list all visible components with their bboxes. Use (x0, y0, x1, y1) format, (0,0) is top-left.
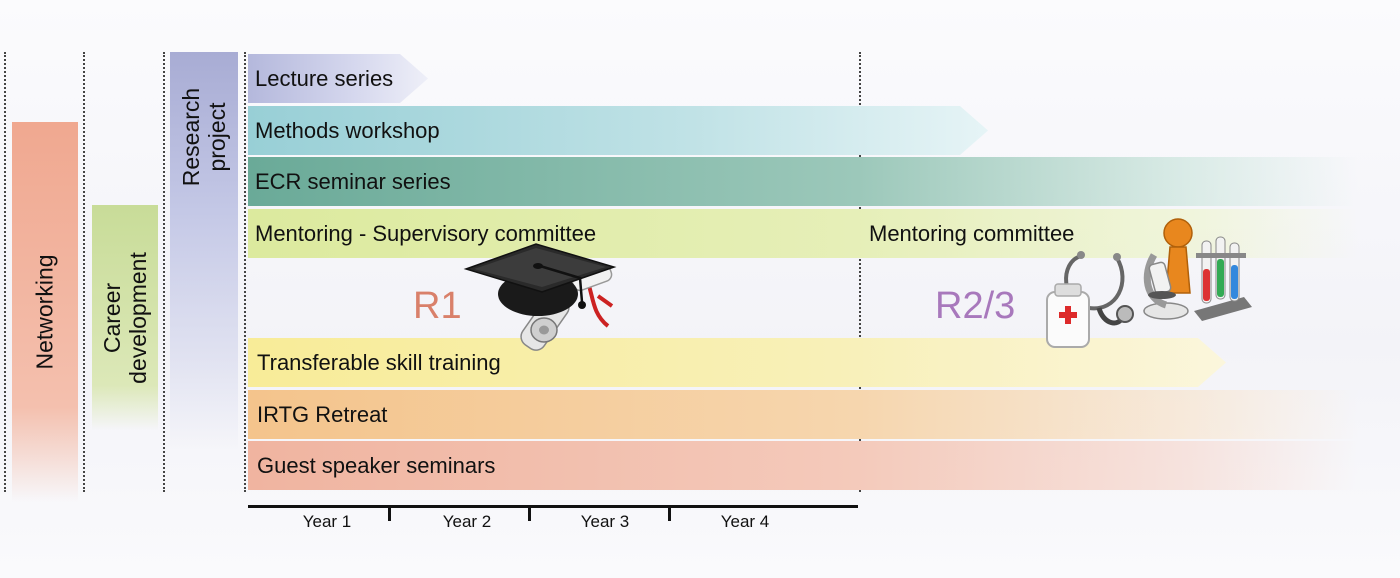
medicine-bottle-icon (1046, 283, 1090, 348)
career-label-line1: Career (99, 282, 126, 353)
ecr-seminar-band: ECR seminar series (248, 157, 1358, 206)
research-project-label: Research project (178, 88, 230, 186)
test-tubes-icon (1194, 236, 1252, 321)
separator-line (83, 52, 85, 492)
graduation-cap-icon (463, 243, 617, 351)
research-project-column: Research project (170, 52, 238, 452)
year-4-label: Year 4 (720, 512, 770, 531)
lecture-series-label: Lecture series (255, 65, 394, 91)
guest-speaker-band: Guest speaker seminars (248, 441, 1358, 490)
research-label-line2: project (204, 102, 230, 172)
timeline-tick (668, 505, 671, 521)
supervisory-committee-label: Mentoring - Supervisory committee (255, 220, 597, 246)
year-1-label: Year 1 (302, 512, 352, 531)
ecr-seminar-label: ECR seminar series (255, 168, 451, 194)
career-development-label: Career development (99, 252, 151, 384)
phase-r23-label: R2/3 (935, 285, 1016, 327)
year-2-label: Year 2 (442, 512, 492, 531)
timeline-tick (528, 505, 531, 521)
research-label-line1: Research (178, 87, 204, 187)
methods-workshop-band: Methods workshop (248, 106, 988, 155)
timeline-tick (388, 505, 391, 521)
irtg-retreat-band: IRTG Retreat (248, 390, 1358, 439)
research-label-holder: Research project (170, 52, 238, 222)
career-label-line2: development (125, 251, 152, 384)
lecture-series-band: Lecture series (248, 54, 428, 103)
year-3-label: Year 3 (580, 512, 630, 531)
networking-label: Networking (32, 254, 59, 370)
separator-line (859, 52, 861, 492)
phase-r1-label: R1 (413, 285, 462, 327)
career-development-column: Career development (92, 205, 158, 430)
guest-speaker-label: Guest speaker seminars (257, 452, 496, 478)
irtg-retreat-label: IRTG Retreat (257, 401, 388, 427)
networking-column: Networking (12, 122, 78, 502)
transferable-skill-label: Transferable skill training (257, 349, 501, 375)
mentoring-committee-label: Mentoring committee (869, 220, 1075, 246)
separator-line (163, 52, 165, 492)
scientist-icon (1143, 218, 1252, 321)
separator-line (4, 52, 6, 492)
timeline-axis (248, 505, 858, 508)
separator-line (244, 52, 246, 492)
stethoscope-icon (1046, 251, 1134, 348)
methods-workshop-label: Methods workshop (255, 117, 440, 143)
microscope-icon (1143, 253, 1189, 320)
